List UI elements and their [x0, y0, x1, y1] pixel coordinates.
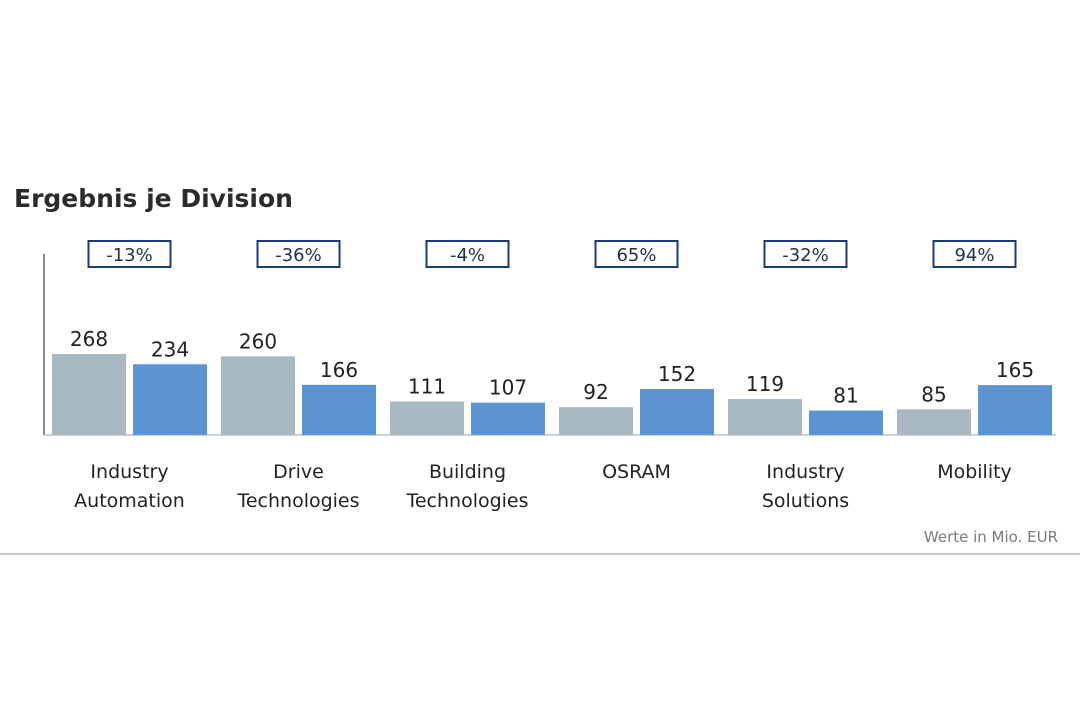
- unit-note: Werte in Mio. EUR: [923, 528, 1058, 546]
- chart-title: Ergebnis je Division: [14, 184, 293, 213]
- data-label: 166: [320, 358, 358, 382]
- bar: [640, 389, 714, 435]
- change-label: 65%: [616, 245, 656, 266]
- data-label: 165: [996, 358, 1034, 382]
- bar: [728, 399, 802, 435]
- data-label: 119: [746, 372, 784, 396]
- data-label: 111: [408, 374, 446, 398]
- change-label: 94%: [954, 245, 994, 266]
- data-label: 268: [70, 327, 108, 351]
- category-label: Technologies: [405, 490, 528, 512]
- change-box: [87, 240, 172, 268]
- category-label: Industry: [766, 461, 844, 483]
- chart-marks: 268 234 -13% Industry Automation 260 166 -36% Dr…: [52, 240, 1052, 512]
- bar: [221, 356, 295, 435]
- data-label: 85: [921, 382, 946, 406]
- data-label: 92: [583, 380, 608, 404]
- bar: [133, 364, 207, 435]
- data-label: 234: [151, 337, 189, 361]
- change-box: [594, 240, 679, 268]
- bar: [390, 401, 464, 435]
- chart-plot: 268 234 -13% Industry Automation 260 166 -36% Dr…: [43, 240, 1056, 512]
- data-label: 107: [489, 376, 527, 400]
- category-label: Technologies: [236, 490, 359, 512]
- bar: [471, 402, 545, 435]
- change-label: -36%: [275, 245, 322, 266]
- bar: [978, 385, 1052, 435]
- change-label: -4%: [450, 245, 485, 266]
- change-label: -32%: [782, 245, 829, 266]
- data-label: 81: [833, 384, 858, 408]
- change-box: [932, 240, 1017, 268]
- change-box: [256, 240, 341, 268]
- category-label: OSRAM: [602, 461, 671, 483]
- bar: [559, 407, 633, 435]
- bar: [809, 410, 883, 435]
- data-label: 260: [239, 329, 277, 353]
- category-label: Automation: [74, 490, 185, 512]
- change-box: [763, 240, 848, 268]
- divider: [0, 553, 1080, 555]
- category-label: Drive: [273, 461, 324, 483]
- bar: [52, 354, 126, 435]
- category-label: Industry: [90, 461, 168, 483]
- bar: [897, 409, 971, 435]
- data-label: 152: [658, 362, 696, 386]
- change-box: [425, 240, 510, 268]
- bar: [302, 384, 376, 435]
- category-label: Mobility: [937, 461, 1012, 483]
- change-label: -13%: [106, 245, 153, 266]
- category-label: Building: [429, 461, 506, 483]
- category-label: Solutions: [762, 490, 849, 512]
